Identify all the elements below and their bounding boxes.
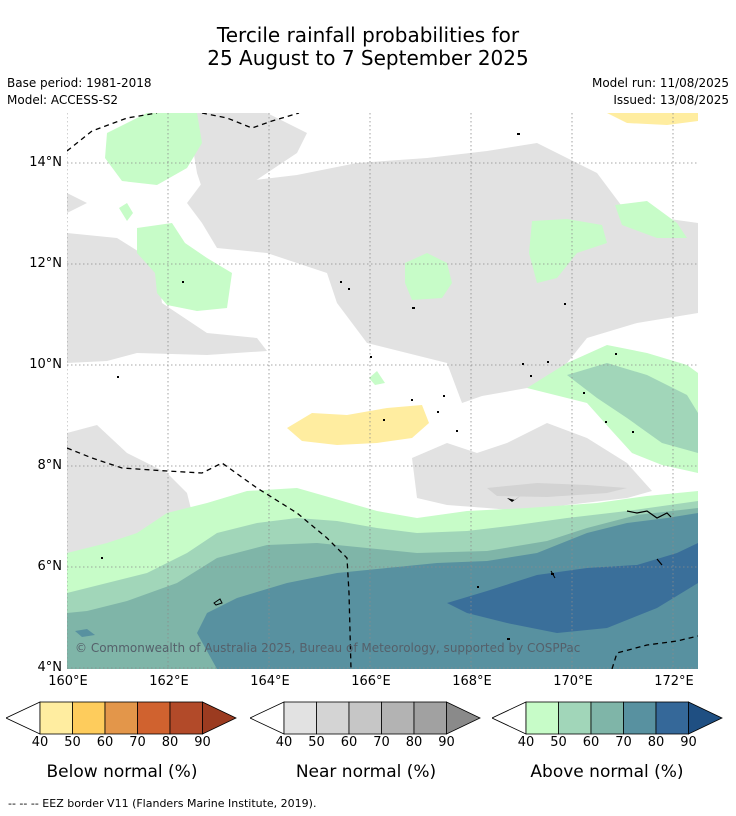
tick-label: 80 (161, 735, 179, 750)
colorbar-title-above: Above normal (%) (530, 762, 684, 782)
near-extend-high (446, 701, 481, 735)
eez-border-legend: -- -- -- EEZ border V11 (Flanders Marine… (8, 797, 317, 810)
tick-label: 50 (308, 735, 325, 750)
colorbar-title-near: Near normal (%) (295, 762, 437, 782)
tick-label: 80 (405, 735, 423, 750)
colorbar-above-normal (492, 701, 723, 735)
tick-label: 70 (615, 735, 632, 750)
near-extend-low (250, 701, 285, 735)
issued-label: Issued: 13/08/2025 (613, 93, 729, 107)
above-swatch (525, 701, 559, 735)
above-normal-80-regions (447, 543, 698, 633)
lon-label: 172°E (654, 674, 694, 689)
island-marks (101, 133, 672, 640)
eez-border-lines (67, 113, 698, 669)
base-period-label: Base period: 1981-2018 (7, 76, 152, 90)
above-swatch (558, 701, 592, 735)
below-swatch (104, 701, 138, 735)
tick-label: 80 (647, 735, 665, 750)
below-swatch (72, 701, 106, 735)
below-swatch (39, 701, 73, 735)
title-line-2: 25 August to 7 September 2025 (207, 46, 529, 70)
near-swatch (413, 701, 447, 735)
colorbar-title-below: Below normal (%) (46, 762, 198, 782)
above-swatch (655, 701, 689, 735)
tick-label: 90 (438, 735, 455, 750)
lat-label: 10°N (29, 357, 62, 372)
above-extend-high (688, 701, 723, 735)
lat-label: 14°N (29, 155, 62, 170)
below-swatch (137, 701, 171, 735)
tick-label: 70 (129, 735, 146, 750)
lat-label: 8°N (37, 458, 63, 473)
lat-label: 6°N (37, 559, 63, 574)
tick-label: 40 (517, 735, 535, 750)
colorbar-below-normal (6, 701, 237, 735)
colorbar-near-normal (250, 701, 481, 735)
above-swatch (590, 701, 624, 735)
map-gridlines (67, 113, 698, 669)
lon-label: 164°E (250, 674, 290, 689)
below-extend-high (202, 701, 237, 735)
lon-label: 160°E (48, 674, 88, 689)
above-swatch (623, 701, 657, 735)
lon-label: 162°E (149, 674, 189, 689)
near-swatch (381, 701, 415, 735)
below-extend-low (6, 701, 41, 735)
near-swatch (283, 701, 317, 735)
tick-label: 50 (550, 735, 567, 750)
copyright-notice: © Commonwealth of Australia 2025, Bureau… (75, 641, 581, 655)
near-swatch (316, 701, 350, 735)
lon-label: 170°E (553, 674, 593, 689)
lon-label: 168°E (452, 674, 492, 689)
tick-label: 50 (64, 735, 81, 750)
tick-label: 90 (680, 735, 697, 750)
model-label: Model: ACCESS-S2 (7, 93, 119, 107)
above-extend-low (492, 701, 527, 735)
lon-label: 166°E (351, 674, 391, 689)
lat-label: 12°N (29, 256, 62, 271)
near-swatch (348, 701, 382, 735)
tick-label: 60 (96, 735, 114, 750)
model-run-label: Model run: 11/08/2025 (591, 76, 729, 90)
below-swatch (169, 701, 203, 735)
tick-label: 60 (340, 735, 358, 750)
tick-label: 40 (275, 735, 293, 750)
tick-label: 90 (194, 735, 211, 750)
lat-label: 4°N (37, 660, 63, 675)
tick-label: 60 (582, 735, 600, 750)
title-line-1: Tercile rainfall probabilities for (216, 23, 520, 47)
tick-label: 40 (31, 735, 49, 750)
below-normal-40-regions (287, 113, 698, 445)
tick-label: 70 (373, 735, 390, 750)
probability-map (67, 113, 698, 669)
